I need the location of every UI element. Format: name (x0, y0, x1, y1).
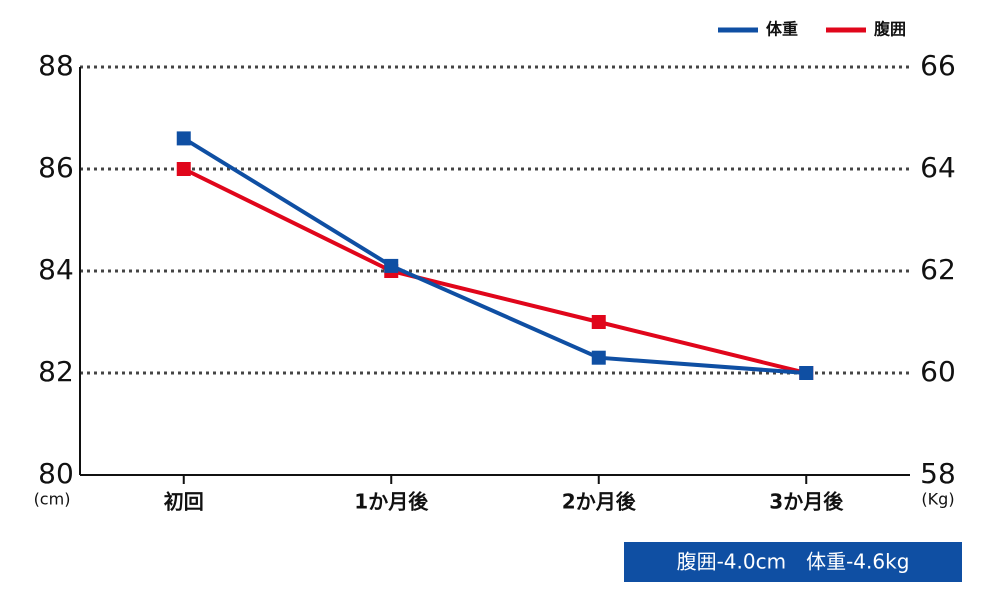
y2-tick-label: 66 (920, 49, 956, 82)
point-marker (176, 162, 191, 176)
x-tick-label: 3か月後 (769, 490, 844, 514)
legend-label: 体重 (766, 20, 798, 39)
x-tick-label: 1か月後 (354, 490, 429, 514)
y-tick-label: 84 (38, 253, 74, 286)
annotation: 腹囲-4.0cm 体重-4.6kg (677, 550, 910, 574)
y-tick-label: 86 (38, 151, 74, 184)
y2-axis-label: (Kg) (921, 490, 954, 509)
point-marker (799, 366, 814, 380)
series-line (182, 167, 807, 375)
y2-tick-label: 60 (920, 355, 956, 388)
x-tick-label: 初回 (164, 490, 204, 514)
y2-tick-label: 64 (920, 151, 956, 184)
point-marker (176, 131, 191, 146)
point-marker (591, 350, 606, 365)
annotation-box (624, 542, 962, 582)
point-marker (591, 315, 606, 329)
x-tick-label: 2か月後 (562, 490, 637, 514)
y-tick-label: 88 (38, 49, 74, 82)
y2-tick-label: 62 (920, 253, 956, 286)
point-marker (384, 258, 399, 273)
legend-label: 腹囲 (874, 20, 906, 39)
series-line (182, 136, 807, 375)
y2-tick-label: 58 (920, 457, 956, 490)
y-axis-label: (cm) (34, 490, 71, 509)
y-tick-label: 82 (38, 355, 74, 388)
y-tick-label: 80 (38, 457, 74, 490)
